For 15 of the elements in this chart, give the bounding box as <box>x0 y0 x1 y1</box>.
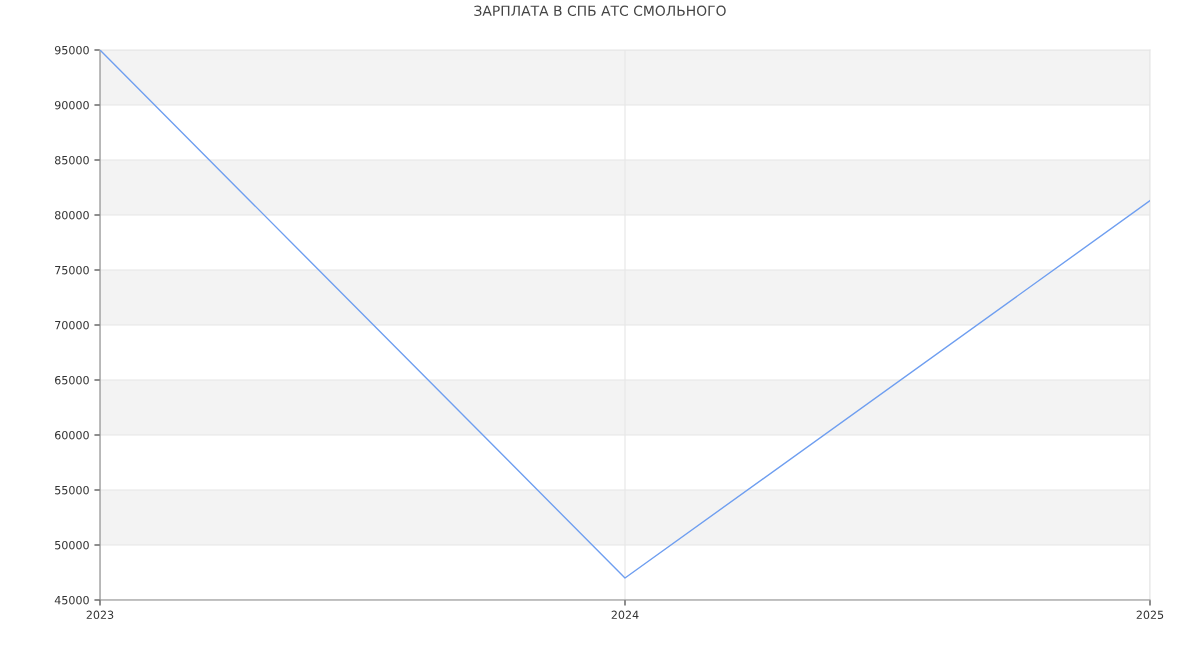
chart-title: ЗАРПЛАТА В СПБ АТС СМОЛЬНОГО <box>474 5 726 17</box>
y-tick-label: 50000 <box>55 540 89 550</box>
y-tick-label: 70000 <box>55 320 89 330</box>
y-tick-label: 60000 <box>55 430 89 440</box>
y-tick-label: 45000 <box>54 595 89 605</box>
x-tick-label: 2024 <box>611 610 639 620</box>
y-tick-label: 80000 <box>54 210 89 220</box>
y-tick-label: 95000 <box>54 45 89 55</box>
y-tick-label: 55000 <box>55 485 89 495</box>
y-tick-label: 85000 <box>54 155 89 165</box>
y-tick-label: 65000 <box>55 375 89 385</box>
x-tick-label: 2023 <box>86 610 114 620</box>
y-tick-label: 75000 <box>55 265 89 275</box>
y-tick-label: 90000 <box>54 100 89 110</box>
x-tick-label: 2025 <box>1136 610 1164 620</box>
